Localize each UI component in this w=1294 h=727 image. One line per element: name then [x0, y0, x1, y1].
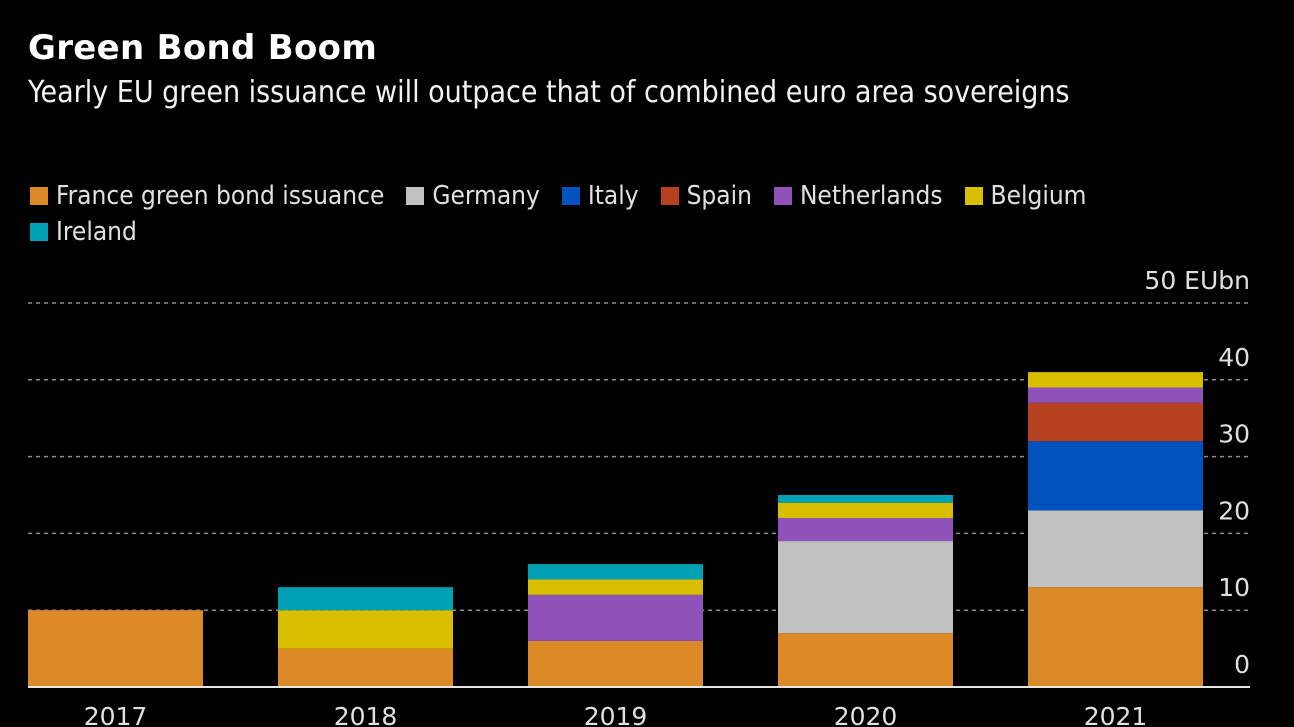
- x-tick-label: 2020: [834, 702, 898, 727]
- legend-swatch: [964, 187, 983, 205]
- bar-segment-france-green-bond-issuance-2021: [1028, 587, 1203, 687]
- legend-label: Netherlands: [799, 181, 943, 211]
- bar-segment-germany-2020: [778, 541, 953, 634]
- bar-segment-germany-2021: [1028, 510, 1203, 588]
- y-tick-label: 30: [1218, 420, 1250, 449]
- bars: [28, 372, 1203, 687]
- legend-label: Ireland: [56, 217, 137, 247]
- legend-swatch: [30, 187, 48, 205]
- legend-swatch: [406, 187, 425, 205]
- legend-swatch: [660, 187, 679, 205]
- legend: France green bond issuance Germany Italy Sp…: [30, 178, 1260, 250]
- bar-segment-belgium-2021: [1028, 372, 1203, 388]
- legend-item: Ireland: [30, 214, 137, 250]
- bar-segment-france-green-bond-issuance-2017: [28, 610, 203, 687]
- bar-segment-ireland-2019: [528, 564, 703, 580]
- bar-segment-france-green-bond-issuance-2018: [278, 648, 453, 687]
- bar-segment-spain-2021: [1028, 402, 1203, 442]
- legend-label: Belgium: [990, 181, 1087, 211]
- bar-segment-italy-2021: [1028, 441, 1203, 511]
- bar-segment-ireland-2020: [778, 495, 953, 503]
- legend-item: Germany: [406, 178, 540, 214]
- y-tick-label: 50 EUbn: [1144, 266, 1250, 295]
- legend-item: Italy: [561, 178, 639, 214]
- x-tick-label: 2021: [1084, 702, 1148, 727]
- x-axis-ticks: 2017 2018 2019 2020 2021: [84, 702, 1148, 727]
- x-tick-label: 2018: [334, 702, 398, 727]
- bar-segment-netherlands-2019: [528, 594, 703, 641]
- y-axis-ticks: 0 10 20 30 40 50 EUbn: [1144, 266, 1250, 679]
- legend-label: Italy: [587, 181, 639, 211]
- bar-segment-france-green-bond-issuance-2019: [528, 640, 703, 687]
- legend-swatch: [773, 187, 792, 205]
- bar-segment-belgium-2019: [528, 579, 703, 595]
- chart-title: Green Bond Boom: [28, 28, 378, 68]
- bar-segment-belgium-2020: [778, 502, 953, 519]
- y-tick-label: 10: [1218, 573, 1250, 602]
- legend-item: Spain: [660, 178, 752, 214]
- legend-item: Netherlands: [773, 178, 943, 214]
- legend-label: Spain: [686, 181, 752, 211]
- y-tick-label: 20: [1218, 496, 1250, 525]
- legend-item: Belgium: [964, 178, 1087, 214]
- bar-segment-france-green-bond-issuance-2020: [778, 633, 953, 687]
- bar-segment-netherlands-2020: [778, 518, 953, 542]
- bar-segment-ireland-2018: [278, 587, 453, 611]
- bar-segment-netherlands-2021: [1028, 387, 1203, 403]
- y-tick-label: 40: [1218, 343, 1250, 372]
- legend-label: France green bond issuance: [56, 181, 385, 211]
- chart-subtitle: Yearly EU green issuance will outpace th…: [28, 75, 1070, 110]
- legend-swatch: [30, 223, 48, 241]
- bar-segment-belgium-2018: [278, 610, 453, 649]
- x-tick-label: 2017: [84, 702, 148, 727]
- x-tick-label: 2019: [584, 702, 648, 727]
- legend-label: Germany: [432, 181, 540, 211]
- legend-swatch: [561, 187, 580, 205]
- y-tick-label: 0: [1234, 650, 1250, 679]
- legend-item: France green bond issuance: [30, 178, 384, 214]
